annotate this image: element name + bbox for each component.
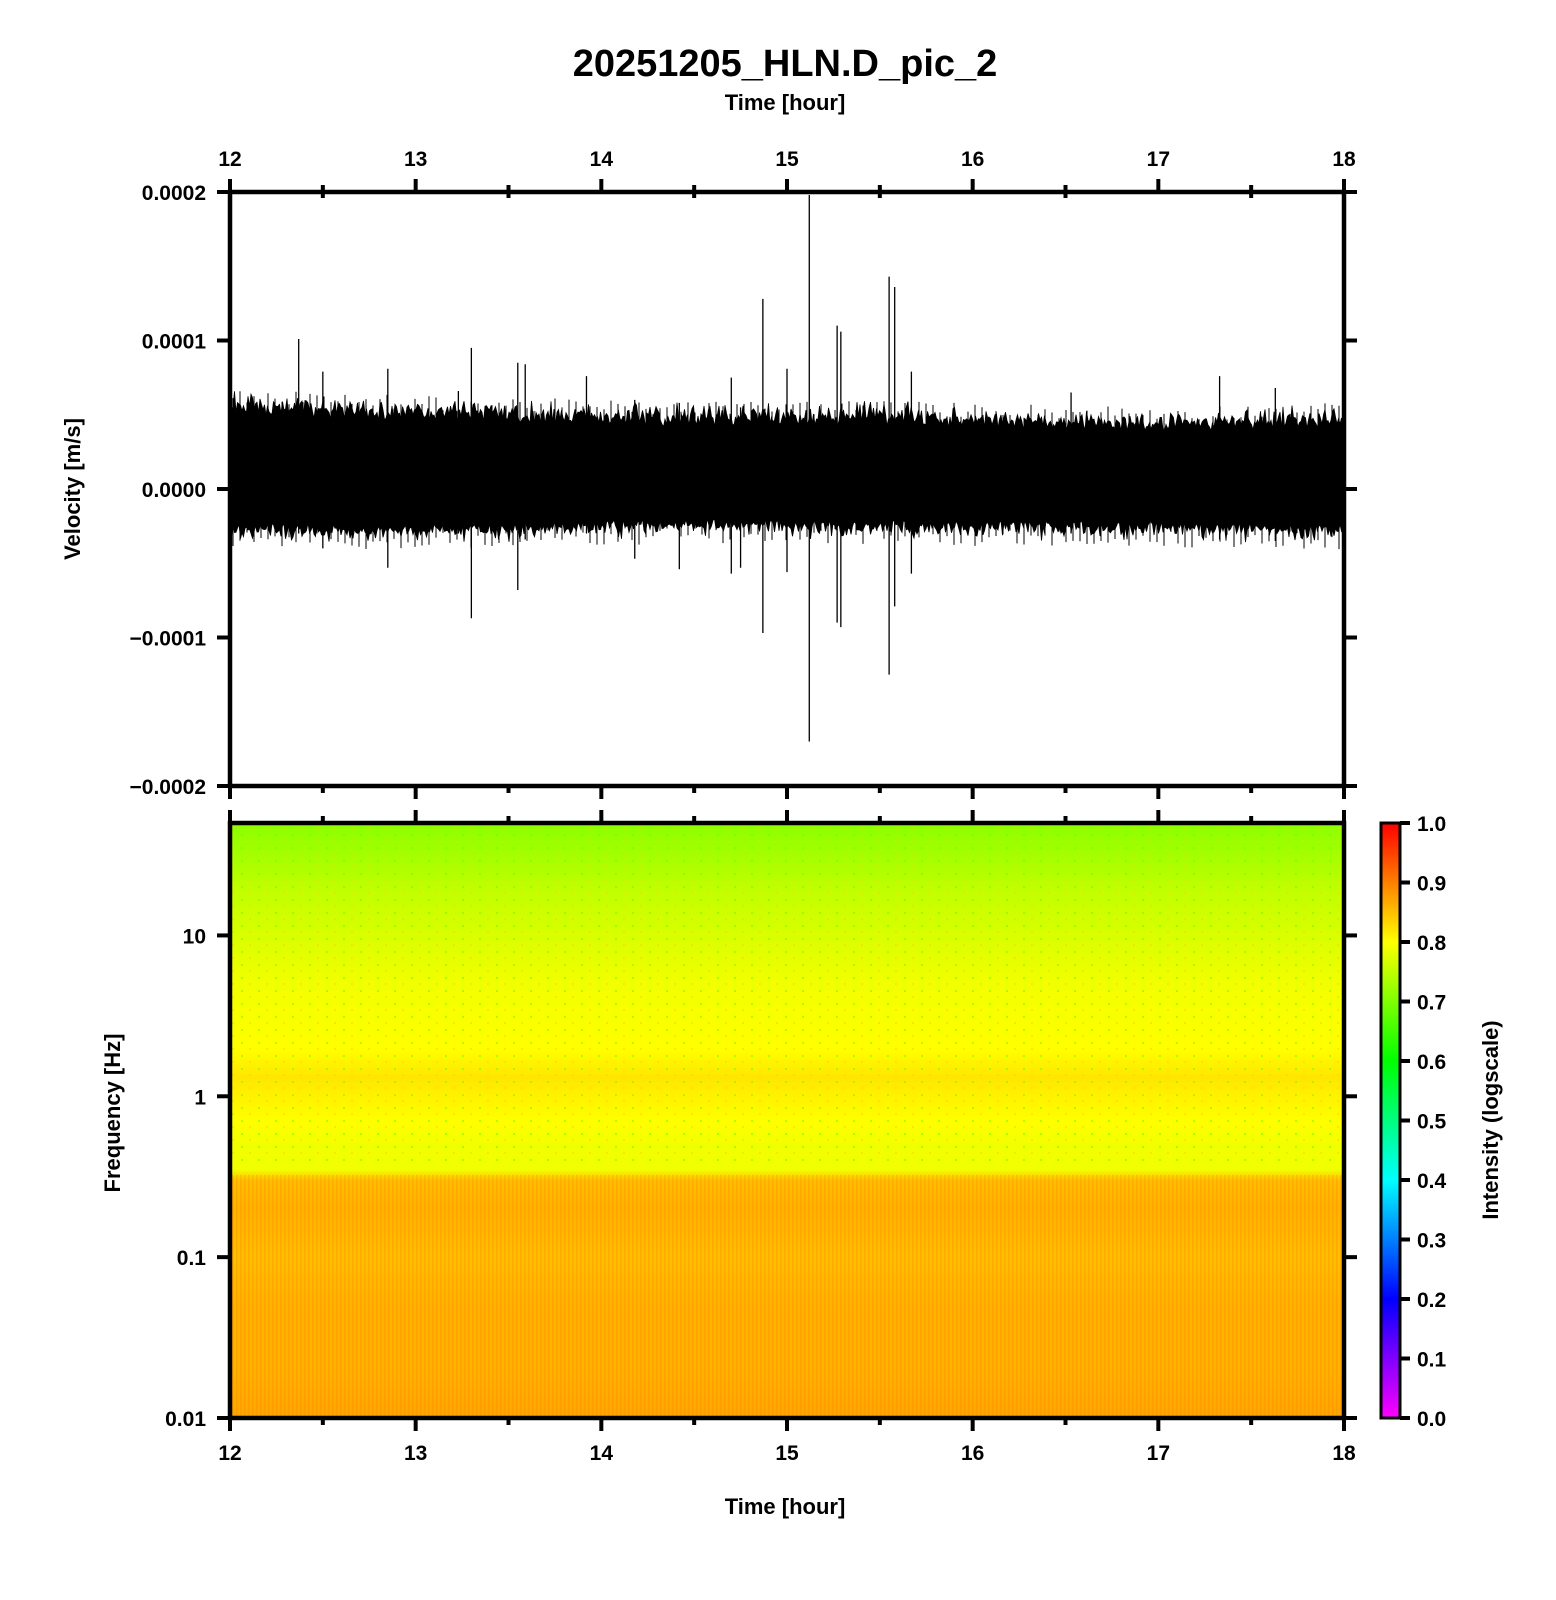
top-x-axis-label: Time [hour] xyxy=(725,90,846,115)
colorbar-tick-label: 0.5 xyxy=(1417,1111,1447,1134)
top-x-tick-label: 12 xyxy=(218,148,241,171)
waveform-y-tick-label: 0.0001 xyxy=(142,331,207,354)
colorbar: 0.0 0.1 0.2 0.3 0.4 0.5 0.6 0.7 0.8 0.9 1.0 Intens… xyxy=(1379,813,1503,1431)
colorbar-tick-label: 0.7 xyxy=(1417,992,1446,1015)
top-x-tick-label: 16 xyxy=(961,148,984,171)
top-x-tick-label: 17 xyxy=(1147,148,1170,171)
bottom-x-tick-label: 18 xyxy=(1332,1442,1356,1465)
waveform-y-tick-label: 0.0000 xyxy=(142,479,206,502)
bottom-x-tick-label: 14 xyxy=(590,1442,614,1465)
spectrogram-panel xyxy=(227,820,1347,1421)
colorbar-label: Intensity (logscale) xyxy=(1478,1020,1503,1219)
colorbar-tick-label: 0.3 xyxy=(1417,1230,1446,1253)
spectrogram-time-striping xyxy=(230,1175,1344,1418)
bottom-x-tick-label: 17 xyxy=(1147,1442,1170,1465)
waveform-spikes xyxy=(298,194,1276,742)
colorbar-tick-label: 0.0 xyxy=(1417,1408,1446,1431)
colorbar-tick-label: 0.2 xyxy=(1417,1289,1446,1312)
colorbar-tick-label: 1.0 xyxy=(1417,813,1446,836)
top-x-tick-label: 13 xyxy=(404,148,427,171)
spectrogram-y-tick-label: 0.01 xyxy=(165,1408,206,1431)
colorbar-tick-label: 0.8 xyxy=(1417,932,1447,955)
bottom-x-axis: 12 13 14 15 16 17 18 xyxy=(218,1418,1356,1465)
waveform-y-axis: −0.0002 −0.0001 0.0000 0.0001 0.0002 xyxy=(130,182,1357,799)
spectrogram-speckle xyxy=(230,823,1344,1163)
spectrogram-y-axis: 0.01 0.1 1 10 xyxy=(165,925,1357,1431)
colorbar-gradient xyxy=(1379,821,1402,1420)
waveform-panel xyxy=(227,189,1347,789)
waveform-y-tick-label: −0.0001 xyxy=(130,628,207,651)
top-x-tick-label: 14 xyxy=(590,148,614,171)
bottom-x-tick-label: 16 xyxy=(961,1442,984,1465)
waveform-y-tick-label: 0.0002 xyxy=(142,182,206,205)
colorbar-tick-label: 0.4 xyxy=(1417,1170,1447,1193)
colorbar-axis: 0.0 0.1 0.2 0.3 0.4 0.5 0.6 0.7 0.8 0.9 1.0 xyxy=(1400,813,1447,1431)
bottom-x-tick-label: 15 xyxy=(775,1442,799,1465)
bottom-x-tick-label: 12 xyxy=(218,1442,241,1465)
waveform-y-axis-label: Velocity [m/s] xyxy=(60,418,85,560)
colorbar-tick-label: 0.1 xyxy=(1417,1349,1447,1372)
bottom-x-tick-label: 13 xyxy=(404,1442,427,1465)
spectrogram-y-tick-label: 0.1 xyxy=(177,1247,207,1270)
top-x-tick-label: 15 xyxy=(775,148,799,171)
figure-title: 20251205_HLN.D_pic_2 xyxy=(573,43,998,85)
waveform-y-tick-label: −0.0002 xyxy=(130,776,207,799)
spectrogram-y-tick-label: 1 xyxy=(194,1086,206,1109)
top-x-axis: 12 13 14 15 16 17 18 xyxy=(218,148,1356,198)
spectrogram-y-axis-label: Frequency [Hz] xyxy=(100,1034,125,1193)
bottom-x-axis-label: Time [hour] xyxy=(725,1494,846,1519)
top-x-tick-label: 18 xyxy=(1332,148,1356,171)
colorbar-tick-label: 0.9 xyxy=(1417,873,1446,896)
colorbar-tick-label: 0.6 xyxy=(1417,1051,1446,1074)
spectrogram-y-tick-label: 10 xyxy=(183,925,206,948)
